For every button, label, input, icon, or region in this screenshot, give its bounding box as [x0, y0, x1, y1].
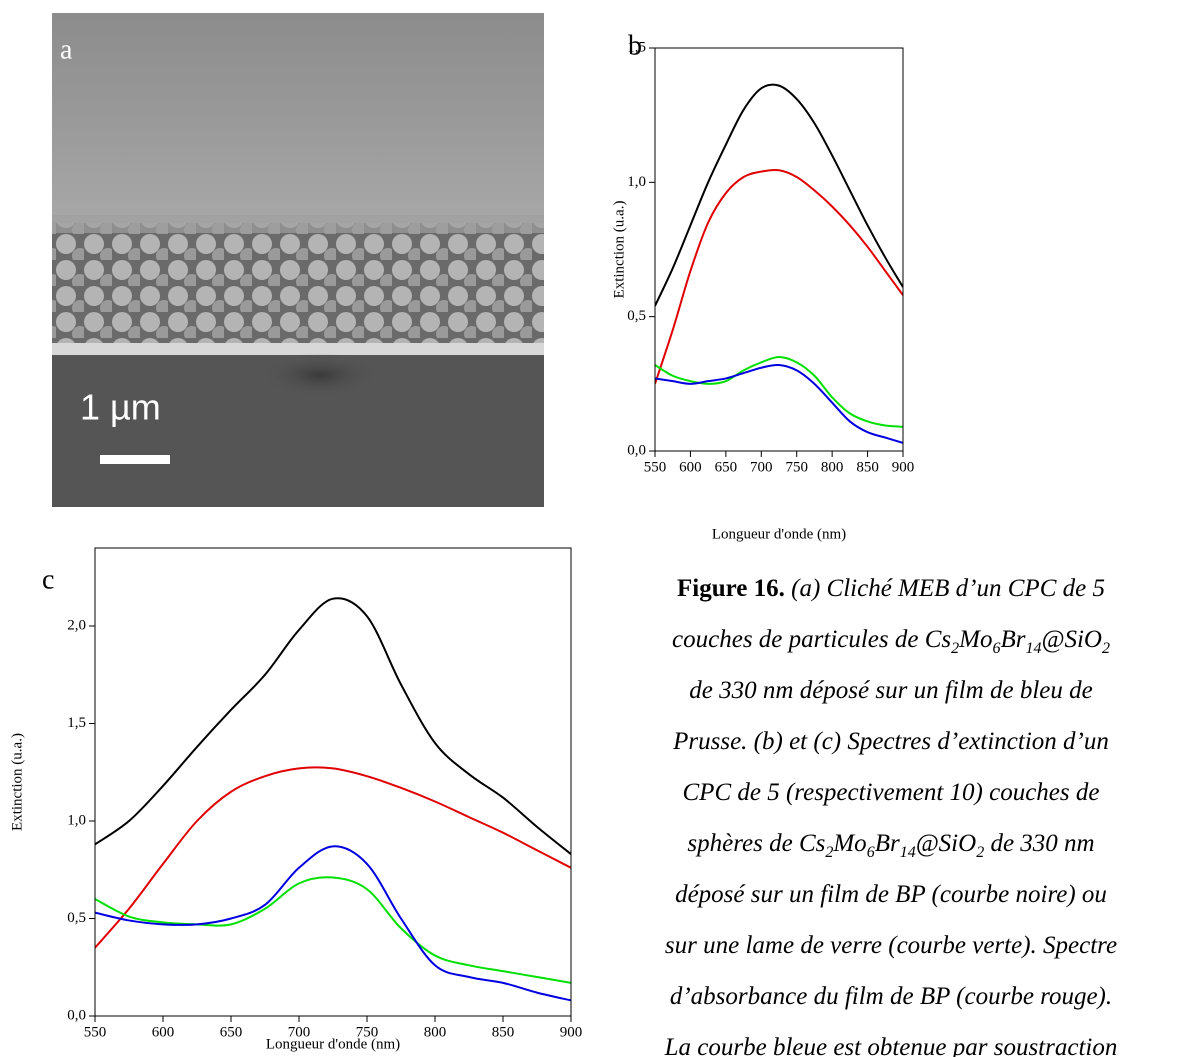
caption-text: CPC de 5 (respectivement 10) couches de: [682, 779, 1100, 806]
caption-text: de 330 nm déposé sur un film de bleu de: [689, 677, 1093, 704]
y-tick-label: 2,0: [67, 617, 86, 633]
subscript: 14: [1025, 640, 1042, 657]
x-tick-label: 550: [84, 1024, 107, 1040]
caption-line: Prusse. (b) et (c) Spectres d’extinction…: [582, 716, 1200, 767]
caption-text: déposé sur un film de BP (courbe noire) …: [675, 881, 1107, 908]
figure-label: Figure 16.: [677, 575, 785, 602]
y-axis-title: Extinction (u.a.): [611, 201, 627, 299]
caption-text: Br: [874, 830, 900, 857]
x-tick-label: 600: [152, 1024, 175, 1040]
series-line: [95, 597, 571, 855]
subscript: 2: [1101, 640, 1110, 657]
x-tick-label: 750: [785, 459, 808, 475]
y-tick-label: 0,0: [627, 442, 646, 458]
x-tick-label: 750: [356, 1024, 379, 1040]
subscript: 2: [951, 640, 960, 657]
caption-line: sphères de Cs2Mo6Br14@SiO2 de 330 nm: [582, 818, 1200, 869]
caption-text: Br: [1000, 626, 1026, 653]
plot-frame: [654, 47, 904, 452]
caption-text: de 330 nm: [984, 830, 1095, 857]
x-tick-label: 800: [821, 459, 844, 475]
caption-text: sur une lame de verre (courbe verte). Sp…: [664, 932, 1118, 959]
y-tick-label: 1,0: [627, 174, 646, 190]
caption-text: @SiO: [1041, 626, 1102, 653]
x-tick-label: 900: [560, 1024, 583, 1040]
series-line: [655, 363, 903, 444]
caption-text: @SiO: [915, 830, 977, 857]
caption-text: (a) Cliché MEB d’un CPC de 5: [784, 575, 1105, 602]
x-tick-label: 650: [220, 1024, 243, 1040]
subscript: 6: [992, 640, 1001, 657]
caption-text: Prusse. (b) et (c) Spectres d’extinction…: [673, 728, 1109, 755]
series-line: [95, 766, 571, 949]
series-line: [655, 355, 903, 428]
y-tick-label: 0,5: [67, 910, 86, 926]
panel-label: b: [628, 30, 642, 61]
scale-bar-label: 1 µm: [80, 387, 161, 428]
scale-bar: [100, 455, 170, 464]
series-line: [655, 168, 903, 385]
panel-label: a: [60, 34, 73, 65]
x-axis-title: Longueur d'onde (nm): [266, 1036, 400, 1052]
caption-text: sphères de Cs: [687, 830, 826, 857]
x-tick-label: 700: [750, 459, 773, 475]
y-tick-label: 0,0: [67, 1007, 86, 1023]
caption-text: couches de particules de Cs: [672, 626, 952, 653]
caption-text: d’absorbance du film de BP (courbe rouge…: [669, 983, 1113, 1010]
y-tick-label: 1,5: [627, 39, 646, 55]
x-axis-title: Longueur d'onde (nm): [712, 526, 846, 542]
x-tick-label: 600: [679, 459, 702, 475]
caption-line: sur une lame de verre (courbe verte). Sp…: [582, 920, 1200, 971]
x-tick-label: 850: [492, 1024, 515, 1040]
caption-line: déposé sur un film de BP (courbe noire) …: [582, 869, 1200, 920]
caption-line: d’absorbance du film de BP (courbe rouge…: [582, 971, 1200, 1022]
x-tick-label: 550: [644, 459, 667, 475]
caption-line: La courbe bleue est obtenue par soustrac…: [582, 1022, 1200, 1057]
series-line: [95, 845, 571, 1002]
x-tick-label: 800: [424, 1024, 447, 1040]
caption-line: couches de particules de Cs2Mo6Br14@SiO2: [582, 614, 1200, 665]
y-tick-label: 1,0: [67, 812, 86, 828]
caption-text: Mo: [833, 830, 867, 857]
series-line: [95, 876, 571, 984]
subscript: 6: [866, 844, 875, 861]
sem-image: a 1 µm: [52, 13, 544, 507]
y-tick-label: 0,5: [627, 308, 646, 324]
panel-label: c: [42, 564, 54, 595]
x-tick-label: 700: [288, 1024, 311, 1040]
x-tick-label: 650: [715, 459, 738, 475]
plot-frame: [94, 547, 572, 1017]
caption-line: Figure 16. (a) Cliché MEB d’un CPC de 5: [582, 563, 1200, 614]
caption-text: La courbe bleue est obtenue par soustrac…: [664, 1034, 1118, 1057]
subscript: 14: [899, 844, 916, 861]
x-tick-label: 900: [892, 459, 915, 475]
y-axis-title: Extinction (u.a.): [9, 733, 25, 831]
caption-line: CPC de 5 (respectivement 10) couches de: [582, 767, 1200, 818]
caption-text: Mo: [959, 626, 993, 653]
series-line: [655, 83, 903, 307]
subscript: 2: [976, 844, 985, 861]
y-tick-label: 1,5: [67, 715, 86, 731]
caption-line: de 330 nm déposé sur un film de bleu de: [582, 665, 1200, 716]
x-tick-label: 850: [856, 459, 879, 475]
subscript: 2: [825, 844, 834, 861]
